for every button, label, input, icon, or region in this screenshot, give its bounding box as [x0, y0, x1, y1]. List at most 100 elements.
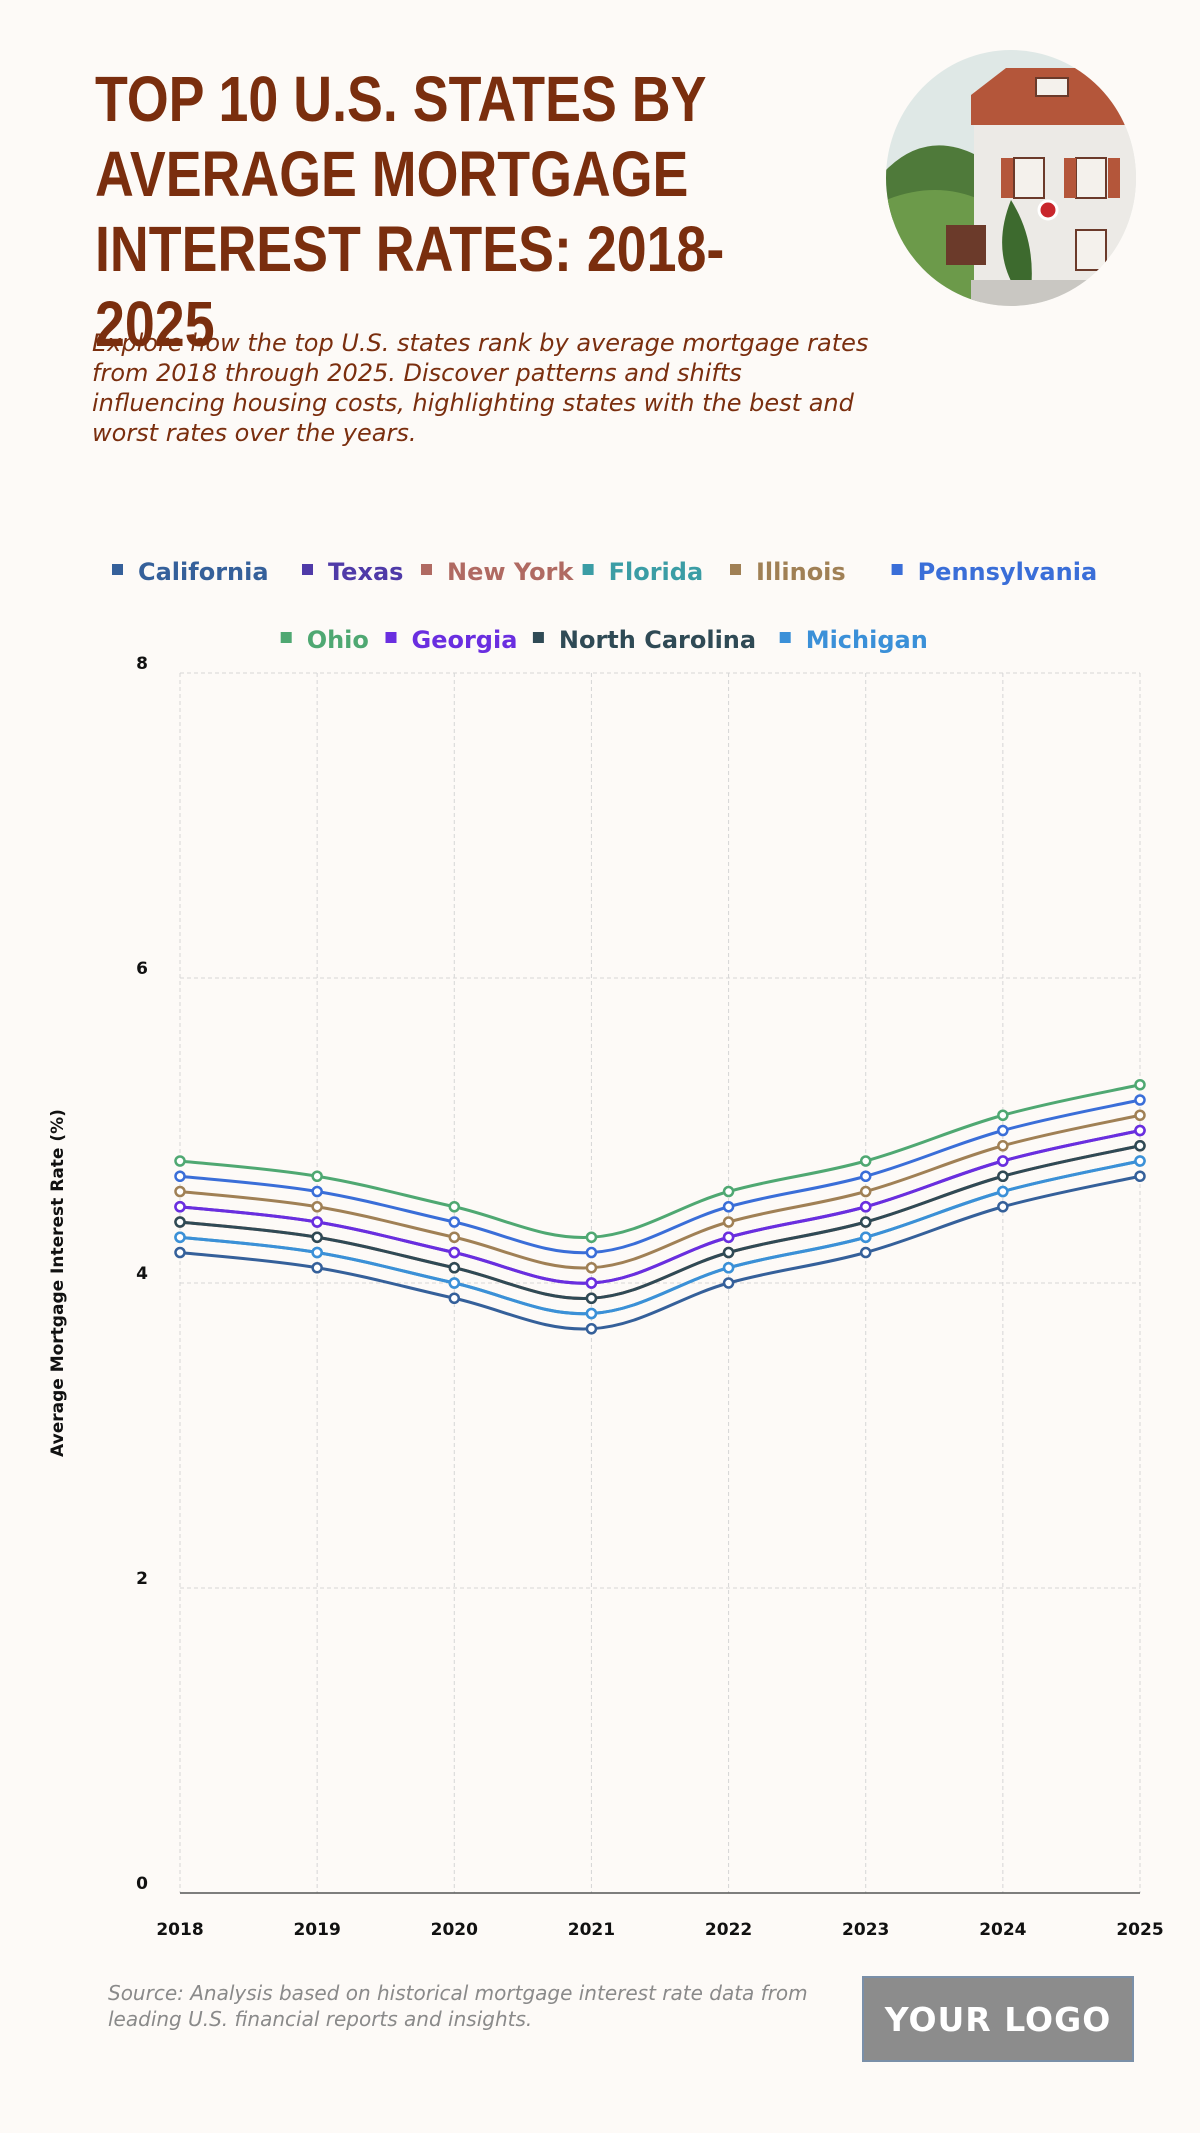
- data-point-ohio: [174, 1155, 186, 1167]
- x-tick-label: 2021: [568, 1920, 615, 1940]
- legend-label: California: [138, 558, 269, 586]
- y-tick-label: 4: [136, 1264, 148, 1284]
- data-point-illinois: [1134, 1109, 1146, 1121]
- source-note: Source: Analysis based on historical mor…: [108, 1981, 808, 2031]
- data-point-pennsylvania: [859, 1170, 872, 1182]
- series-line-georgia: [179, 1129, 1141, 1285]
- data-point-pennsylvania: [1134, 1094, 1146, 1106]
- data-point-michigan: [448, 1277, 461, 1289]
- data-point-georgia: [174, 1201, 186, 1213]
- data-point-california: [1134, 1170, 1146, 1182]
- x-tick-label: 2020: [431, 1920, 478, 1940]
- data-point-pennsylvania: [174, 1170, 186, 1182]
- data-point-illinois: [585, 1262, 598, 1274]
- legend-label: Michigan: [806, 626, 928, 654]
- chart-svg: California Texas New York Florida Illinois Pe…: [48, 558, 1164, 1940]
- data-point-california: [585, 1323, 598, 1335]
- legend-marker: [280, 632, 292, 643]
- legend-marker: [730, 564, 741, 575]
- data-point-michigan: [585, 1307, 598, 1320]
- series-line-ohio: [179, 1083, 1141, 1239]
- legend-marker: [582, 564, 594, 575]
- legend-label: New York: [447, 558, 574, 586]
- data-point-illinois: [311, 1201, 323, 1213]
- legend-label: North Carolina: [559, 626, 756, 654]
- line-chart: California Texas New York Florida Illinois Pe…: [0, 530, 1200, 1970]
- series-line-north-carolina: [179, 1144, 1141, 1300]
- data-point-pennsylvania: [722, 1201, 735, 1213]
- series-line-california: [179, 1174, 1141, 1331]
- data-point-california: [448, 1292, 461, 1304]
- data-point-north-carolina: [174, 1216, 186, 1228]
- data-point-california: [997, 1201, 1009, 1213]
- data-point-pennsylvania: [997, 1124, 1009, 1137]
- data-point-pennsylvania: [448, 1216, 461, 1228]
- data-point-north-carolina: [1134, 1140, 1146, 1152]
- data-point-georgia: [1134, 1124, 1146, 1137]
- legend-marker: [779, 632, 791, 643]
- legend-label: Ohio: [307, 626, 369, 654]
- x-tick-label: 2024: [979, 1920, 1026, 1940]
- data-point-michigan: [997, 1185, 1009, 1198]
- x-tick-label: 2022: [705, 1920, 752, 1940]
- data-point-illinois: [859, 1185, 872, 1198]
- data-point-michigan: [859, 1231, 872, 1243]
- data-point-georgia: [859, 1201, 872, 1213]
- series-line-illinois: [179, 1113, 1141, 1270]
- chart-subtitle: Explore how the top U.S. states rank by …: [92, 329, 869, 447]
- legend-label: Illinois: [756, 558, 846, 586]
- data-point-north-carolina: [448, 1262, 461, 1274]
- data-point-california: [174, 1246, 186, 1259]
- data-point-georgia: [585, 1277, 598, 1289]
- legend-marker: [112, 564, 123, 575]
- y-tick-label: 2: [136, 1569, 148, 1589]
- data-point-ohio: [1134, 1079, 1146, 1091]
- data-point-illinois: [448, 1231, 461, 1243]
- data-point-pennsylvania: [585, 1246, 598, 1259]
- legend-marker: [385, 632, 397, 643]
- data-point-illinois: [722, 1216, 735, 1228]
- data-point-north-carolina: [585, 1292, 598, 1304]
- data-point-pennsylvania: [311, 1185, 323, 1198]
- data-point-north-carolina: [722, 1246, 735, 1259]
- data-point-illinois: [174, 1185, 186, 1198]
- logo-placeholder: YOUR LOGO: [862, 1976, 1134, 2062]
- x-tick-label: 2019: [293, 1920, 340, 1940]
- data-point-michigan: [174, 1231, 186, 1243]
- y-axis-title: Average Mortgage Interest Rate (%): [48, 1109, 68, 1457]
- data-point-georgia: [448, 1246, 461, 1259]
- data-point-ohio: [448, 1201, 461, 1213]
- y-tick-label: 8: [136, 654, 148, 674]
- legend-marker: [891, 564, 903, 575]
- data-point-california: [311, 1262, 323, 1274]
- legend-label: Pennsylvania: [918, 558, 1098, 586]
- data-point-north-carolina: [311, 1231, 323, 1243]
- legend-marker: [532, 632, 544, 643]
- data-point-michigan: [311, 1246, 323, 1259]
- chart-title: TOP 10 U.S. STATES BY AVERAGE MORTGAGE I…: [95, 63, 725, 360]
- series-line-michigan: [179, 1159, 1141, 1316]
- data-point-ohio: [585, 1231, 598, 1243]
- data-point-ohio: [722, 1185, 735, 1198]
- data-point-ohio: [311, 1170, 323, 1182]
- data-point-michigan: [1134, 1155, 1146, 1167]
- data-point-michigan: [722, 1262, 735, 1274]
- legend-marker: [421, 564, 432, 575]
- y-tick-label: 0: [136, 1874, 148, 1894]
- legend-label: Florida: [609, 558, 704, 586]
- x-tick-label: 2018: [156, 1920, 203, 1940]
- legend-label: Texas: [328, 558, 403, 586]
- data-point-north-carolina: [859, 1216, 872, 1228]
- house-photo: [886, 50, 1136, 306]
- data-point-georgia: [722, 1231, 735, 1243]
- data-point-california: [859, 1246, 872, 1259]
- legend-marker: [302, 564, 313, 575]
- data-point-north-carolina: [997, 1170, 1009, 1182]
- legend-label: Georgia: [412, 626, 518, 654]
- data-point-georgia: [311, 1216, 323, 1228]
- x-tick-label: 2023: [842, 1920, 889, 1940]
- series-line-pennsylvania: [179, 1098, 1141, 1255]
- data-point-georgia: [997, 1155, 1009, 1167]
- data-point-ohio: [997, 1109, 1009, 1121]
- data-point-ohio: [859, 1155, 872, 1167]
